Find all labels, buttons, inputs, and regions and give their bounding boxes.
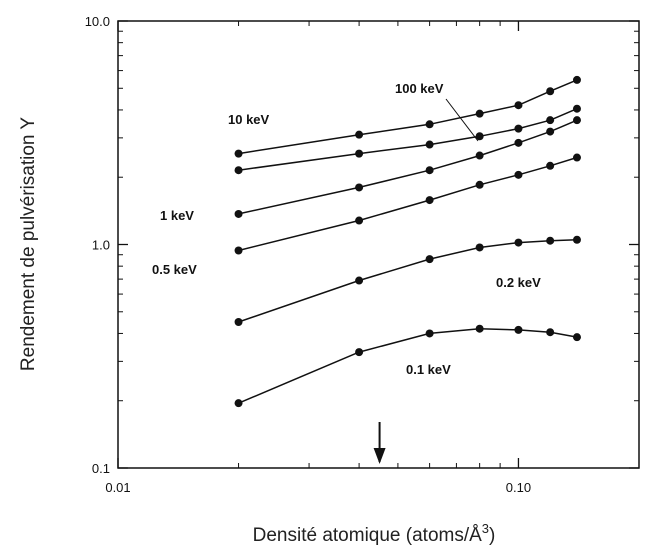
series-label-0-1kev: 0.1 keV: [406, 362, 451, 377]
arrow-head: [374, 448, 386, 464]
series-line-0-5-kev: [239, 158, 578, 251]
data-point-1-kev: [573, 116, 581, 124]
data-point-0-1-kev: [426, 329, 434, 337]
data-point-10-kev: [573, 105, 581, 113]
data-point-100-kev: [426, 120, 434, 128]
data-point-0-5-kev: [426, 196, 434, 204]
data-point-0-1-kev: [235, 399, 243, 407]
series-line-1-kev: [239, 120, 578, 214]
data-point-10-kev: [426, 141, 434, 149]
data-point-0-2-kev: [573, 236, 581, 244]
series-label-10kev: 10 keV: [228, 112, 270, 127]
x-axis-title: Densité atomique (atoms/Å3): [253, 521, 496, 546]
major-ticks: [118, 21, 639, 468]
data-point-0-5-kev: [235, 247, 243, 255]
data-point-0-5-kev: [355, 217, 363, 225]
y-tick-label: 10.0: [85, 14, 110, 29]
data-point-0-1-kev: [514, 326, 522, 334]
data-point-1-kev: [355, 183, 363, 191]
series-label-1kev: 1 keV: [160, 208, 194, 223]
data-point-0-2-kev: [426, 255, 434, 263]
data-point-0-5-kev: [573, 154, 581, 162]
data-point-1-kev: [514, 139, 522, 147]
data-point-10-kev: [355, 150, 363, 158]
y-axis-title: Rendement de pulvérisation Y: [18, 117, 39, 372]
minor-ticks: [118, 21, 639, 468]
series-label-0-2kev: 0.2 keV: [496, 275, 541, 290]
y-tick-label: 0.1: [92, 461, 110, 476]
series-lines: [239, 80, 578, 403]
plot-frame: [118, 21, 639, 468]
data-point-10-kev: [546, 116, 554, 124]
tick-labels: 0.01 0.10 0.1 1.0 10.0: [85, 14, 531, 495]
data-point-0-5-kev: [476, 181, 484, 189]
x-axis-title-close: ): [489, 525, 495, 546]
data-point-100-kev: [573, 76, 581, 84]
data-point-100-kev: [514, 101, 522, 109]
data-point-0-2-kev: [546, 237, 554, 245]
x-tick-label: 0.10: [506, 480, 531, 495]
series-label-100kev: 100 keV: [395, 81, 444, 96]
x-axis-title-main: Densité atomique (atoms/Å: [253, 525, 482, 546]
data-point-0-1-kev: [573, 333, 581, 341]
data-point-0-5-kev: [514, 171, 522, 179]
data-point-1-kev: [546, 128, 554, 136]
data-point-1-kev: [476, 152, 484, 160]
data-point-0-2-kev: [476, 243, 484, 251]
data-point-0-1-kev: [476, 325, 484, 333]
y-tick-label: 1.0: [92, 238, 110, 253]
down-arrow-annotation: [374, 422, 386, 464]
data-point-10-kev: [514, 125, 522, 133]
data-point-100-kev: [355, 131, 363, 139]
series-label-0-5kev: 0.5 keV: [152, 262, 197, 277]
data-point-0-1-kev: [546, 328, 554, 336]
data-point-0-2-kev: [514, 239, 522, 247]
x-axis-title-superscript: 3: [482, 521, 489, 536]
data-point-0-2-kev: [235, 318, 243, 326]
data-point-0-5-kev: [546, 162, 554, 170]
data-point-10-kev: [235, 166, 243, 174]
x-tick-label: 0.01: [105, 480, 130, 495]
data-point-0-2-kev: [355, 277, 363, 285]
data-point-0-1-kev: [355, 348, 363, 356]
data-point-1-kev: [426, 166, 434, 174]
data-point-100-kev: [476, 110, 484, 118]
data-point-100-kev: [235, 150, 243, 158]
data-point-1-kev: [235, 210, 243, 218]
data-point-100-kev: [546, 87, 554, 95]
